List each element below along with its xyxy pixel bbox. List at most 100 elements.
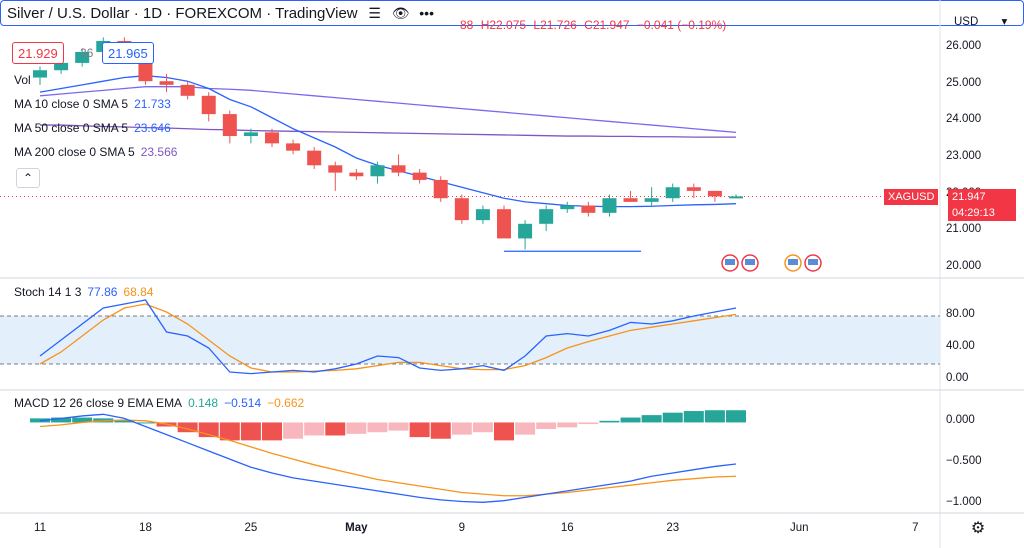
settings-gear-icon[interactable]: ⚙ [970, 520, 986, 537]
price-tick-label: 26.000 [946, 40, 982, 53]
candle-body [391, 165, 406, 173]
macd-bar [683, 411, 704, 423]
time-tick-label: 11 [34, 522, 46, 534]
candle-body [370, 165, 385, 177]
ma10-legend[interactable]: MA 10 close 0 SMA 5 21.733 [14, 97, 171, 111]
macd-bar [704, 410, 725, 423]
symbol-tag: XAGUSD [884, 189, 939, 205]
macd-tick-label: −0.500 [946, 455, 982, 468]
candle-body [602, 198, 617, 213]
collapse-legend-button[interactable]: ⌃ [16, 168, 40, 188]
eye-icon[interactable]: 👁 [391, 4, 410, 21]
last-price-tag: 21.947 [948, 189, 1016, 205]
ask-button[interactable]: 21.965 [102, 42, 154, 64]
stoch-legend[interactable]: Stoch 14 1 3 77.86 68.84 [14, 285, 154, 299]
macd-bar [578, 422, 599, 425]
macd-bar [620, 417, 641, 423]
candle-body [729, 196, 743, 199]
candle-body [644, 198, 659, 202]
candle-body [307, 150, 322, 166]
ma10-line [39, 75, 737, 208]
close-value: C21.947 [584, 18, 630, 32]
high-value: H22.075 [480, 18, 527, 32]
price-tick-label: 21.000 [946, 223, 982, 236]
event-flag-icon [808, 259, 818, 265]
stoch-tick-label: 80.00 [946, 308, 975, 320]
candle-body [138, 59, 153, 82]
candle-body [475, 209, 490, 221]
candle-body [201, 95, 216, 115]
countdown-tag: 04:29:13 [948, 205, 1016, 221]
ma50-legend[interactable]: MA 50 close 0 SMA 5 23.646 [14, 121, 171, 135]
candle-body [265, 132, 279, 144]
macd-bar [51, 417, 72, 423]
stoch-tick-label: 40.00 [946, 340, 975, 352]
stoch-k-line [39, 299, 737, 375]
macd-bar [494, 422, 514, 441]
chevron-up-icon: ⌃ [22, 171, 34, 185]
settings-icon[interactable]: ☰ [368, 4, 381, 21]
price-tick-label: 24.000 [946, 113, 982, 126]
candle-body [707, 190, 722, 197]
macd-tick-label: 0.000 [946, 414, 975, 427]
macd-bar [219, 422, 240, 441]
stoch-band [0, 316, 940, 364]
macd-bar [240, 422, 261, 441]
more-icon[interactable]: ••• [419, 5, 434, 21]
macd-bar [451, 422, 472, 435]
candle-body [560, 205, 575, 210]
macd-bar [557, 422, 578, 428]
candle-body [581, 205, 596, 213]
currency-select[interactable]: USD ▾ [954, 16, 1008, 28]
event-flag-icon [725, 259, 735, 265]
macd-bar [325, 422, 346, 436]
macd-bar [283, 422, 304, 439]
macd-bar [430, 422, 451, 439]
macd-bar [536, 422, 557, 429]
time-tick-label: May [345, 522, 368, 534]
chart-title: Silver / U.S. Dollar · 1D · FOREXCOM · T… [7, 4, 358, 22]
macd-bar [515, 422, 536, 435]
candle-body [349, 172, 364, 177]
chevron-down-icon: ▾ [1001, 16, 1008, 28]
macd-bar [72, 417, 93, 423]
candle-body [623, 198, 638, 202]
macd-bar [177, 422, 198, 433]
ma200-legend[interactable]: MA 200 close 0 SMA 5 23.566 [14, 145, 178, 159]
macd-bar [472, 422, 493, 433]
candle-body [412, 172, 427, 180]
time-tick-label: 18 [139, 522, 152, 534]
macd-bar [262, 422, 282, 441]
macd-signal-line [39, 419, 737, 497]
candle-body [75, 51, 90, 63]
candle-body [286, 143, 301, 151]
macd-bar [346, 422, 367, 434]
time-tick-label: 9 [458, 522, 466, 534]
macd-legend[interactable]: MACD 12 26 close 9 EMA EMA 0.148 −0.514 −0.… [14, 396, 305, 410]
macd-bar [304, 422, 325, 436]
price-tick-label: 23.000 [946, 149, 982, 162]
time-tick-label: 23 [666, 522, 680, 534]
candle-body [180, 84, 195, 96]
ma50-line [39, 86, 737, 134]
stoch-d-line [39, 303, 737, 373]
macd-tick-label: −1.000 [946, 495, 982, 508]
change-value: −0.041 (−0.19%) [636, 18, 727, 32]
vol-legend[interactable]: Vol [14, 73, 31, 87]
ohlc-values: 88 H22.075 L21.726 C21.947 −0.041 (−0.19… [460, 18, 730, 32]
macd-bar [662, 412, 683, 423]
symbol-header[interactable]: Silver / U.S. Dollar · 1D · FOREXCOM · T… [0, 0, 1024, 26]
candle-body [665, 187, 680, 199]
time-tick-label: Jun [789, 522, 809, 534]
macd-bar [367, 422, 388, 433]
spread-value: 36 [80, 46, 94, 60]
macd-bar [388, 422, 409, 431]
candle-body [222, 114, 237, 137]
low-value: L21.726 [533, 18, 577, 32]
candle-body [518, 223, 533, 239]
macd-line [39, 413, 737, 503]
bid-button[interactable]: 21.929 [12, 42, 64, 64]
candle-body [539, 209, 554, 224]
ma200-line [40, 124, 736, 138]
